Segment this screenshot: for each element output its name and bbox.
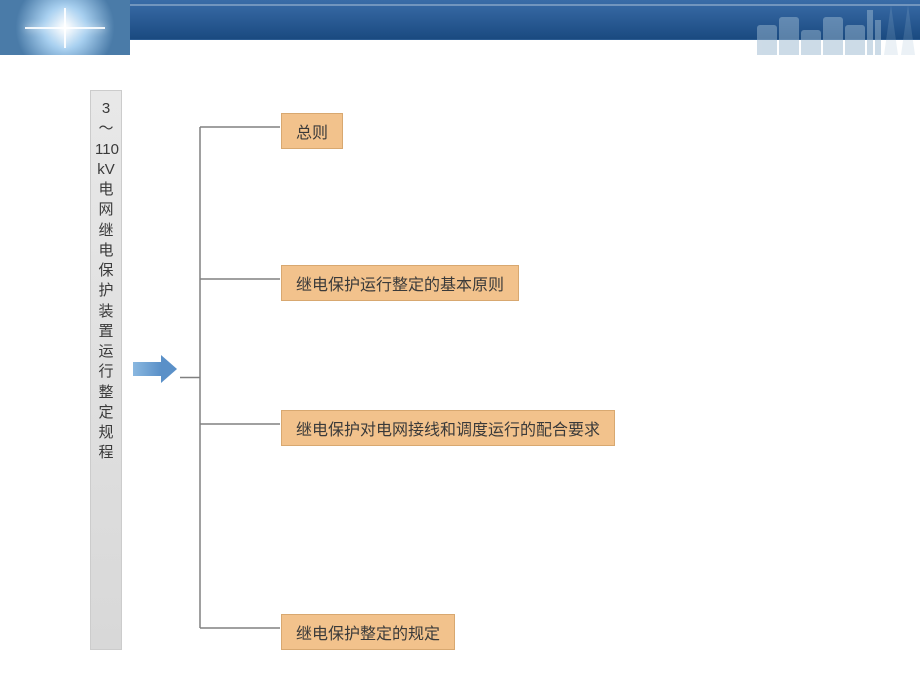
root-char: 行 bbox=[95, 362, 117, 382]
root-char: 装 bbox=[95, 302, 117, 322]
root-char: 程 bbox=[95, 443, 117, 463]
root-char: 规 bbox=[95, 423, 117, 443]
root-char: 电 bbox=[95, 241, 117, 261]
root-char: 网 bbox=[95, 200, 117, 220]
root-char: kV bbox=[95, 160, 117, 180]
branch-box-1: 继电保护运行整定的基本原则 bbox=[281, 265, 519, 301]
root-char: 电 bbox=[95, 180, 117, 200]
root-char: 继 bbox=[95, 221, 117, 241]
sparkle-graphic bbox=[0, 0, 130, 55]
root-char: 运 bbox=[95, 342, 117, 362]
root-char: 110 bbox=[95, 140, 117, 160]
branch-box-2: 继电保护对电网接线和调度运行的配合要求 bbox=[281, 410, 615, 446]
root-char: 护 bbox=[95, 281, 117, 301]
root-char: 3 bbox=[95, 99, 117, 119]
diagram-area: 3～110kV电网继电保护装置运行整定规程 总则继电保护运行整定的基本原则继电保… bbox=[0, 55, 920, 690]
root-char: 整 bbox=[95, 383, 117, 403]
branch-box-3: 继电保护整定的规定 bbox=[281, 614, 455, 650]
root-char: ～ bbox=[95, 119, 117, 139]
root-topic-box: 3～110kV电网继电保护装置运行整定规程 bbox=[90, 90, 122, 650]
power-plant-silhouette bbox=[660, 0, 920, 55]
header-banner bbox=[0, 0, 920, 55]
root-char: 定 bbox=[95, 403, 117, 423]
bracket-connector bbox=[180, 115, 290, 645]
branch-box-0: 总则 bbox=[281, 113, 343, 149]
root-char: 置 bbox=[95, 322, 117, 342]
root-char: 保 bbox=[95, 261, 117, 281]
